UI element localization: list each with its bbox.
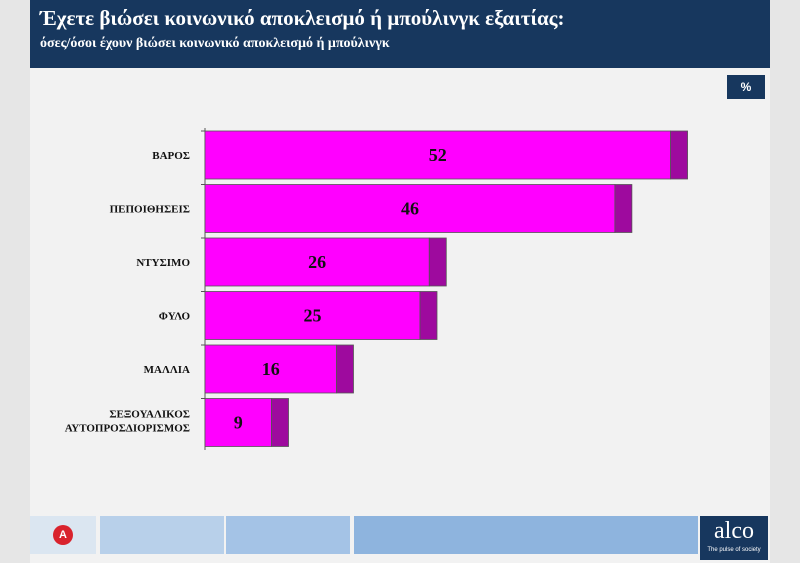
data-label: 25 <box>304 306 322 326</box>
category-label: ΣΕΞΟΥΑΛΙΚΟΣ <box>109 409 190 421</box>
bar <box>204 130 671 180</box>
category-label: ΜΑΛΛΙΑ <box>144 364 190 376</box>
bar-side <box>336 344 354 394</box>
unit-badge: % <box>727 75 765 99</box>
header-banner: Έχετε βιώσει κοινωνικό αποκλεισμό ή μπού… <box>30 0 770 68</box>
data-label: 16 <box>262 359 280 379</box>
bar-side <box>614 184 633 233</box>
bar-side <box>428 237 447 287</box>
category-label: ΝΤΥΣΙΜΟ <box>136 257 190 269</box>
bar-side <box>271 398 289 447</box>
bar <box>204 398 272 447</box>
category-label: ΦΥΛΟ <box>159 311 191 323</box>
data-label: 26 <box>308 252 326 272</box>
category-label: ΑΥΤΟΠΡΟΣΔΙΟΡΙΣΜΟΣ <box>65 423 190 435</box>
footer-bar <box>30 516 770 556</box>
chart-title: Έχετε βιώσει κοινωνικό αποκλεισμό ή μπού… <box>40 6 565 30</box>
alco-logo: alco The pulse of society <box>700 516 768 560</box>
frame-right <box>770 0 800 563</box>
data-label: 9 <box>234 413 243 433</box>
bar-side <box>419 291 438 340</box>
footer-segment-3 <box>354 516 698 554</box>
bar <box>204 184 616 233</box>
category-label: ΠΕΠΟΙΘΗΣΕΙΣ <box>110 204 190 216</box>
category-label: ΒΑΡΟΣ <box>152 150 190 162</box>
data-label: 46 <box>401 199 419 219</box>
footer-segment-1 <box>100 516 224 554</box>
bar-side <box>670 130 688 180</box>
channel-logo: A <box>30 516 96 554</box>
bar <box>204 291 421 340</box>
footer-segment-2 <box>226 516 350 554</box>
bar <box>204 237 430 287</box>
data-label: 52 <box>429 145 447 165</box>
brand-name: alco <box>714 518 754 544</box>
bar <box>204 344 337 394</box>
brand-tagline: The pulse of society <box>707 547 761 553</box>
frame-left <box>0 0 30 563</box>
chart-subtitle: όσες/όσοι έχουν βιώσει κοινωνικό αποκλει… <box>40 36 390 51</box>
alpha-news-logo-icon: A <box>53 525 73 545</box>
